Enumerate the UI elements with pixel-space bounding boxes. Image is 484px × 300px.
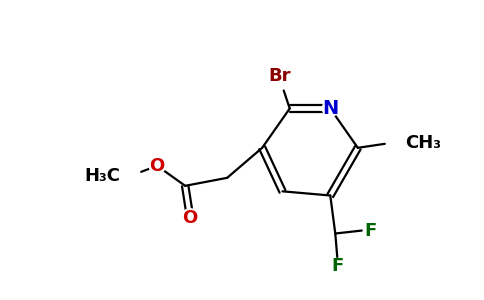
Text: Br: Br: [269, 68, 291, 85]
Circle shape: [330, 259, 344, 272]
Text: CH₃: CH₃: [405, 134, 441, 152]
Text: O: O: [150, 157, 165, 175]
Text: N: N: [322, 99, 338, 118]
Circle shape: [363, 224, 378, 238]
Text: F: F: [364, 221, 377, 239]
Circle shape: [181, 209, 199, 227]
Circle shape: [268, 64, 292, 88]
Text: H₃C: H₃C: [84, 167, 120, 185]
Circle shape: [149, 158, 165, 174]
Circle shape: [322, 100, 338, 116]
Text: F: F: [331, 256, 344, 274]
Text: O: O: [182, 209, 198, 227]
